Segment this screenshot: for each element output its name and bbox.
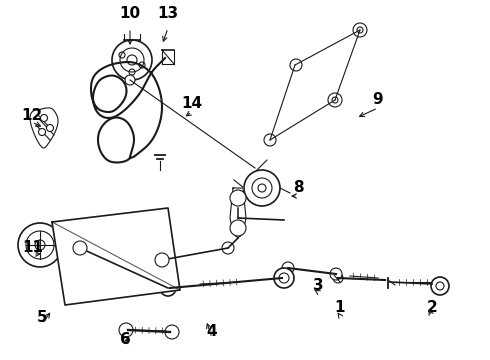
Circle shape [431, 277, 449, 295]
Circle shape [264, 134, 276, 146]
Circle shape [353, 23, 367, 37]
Text: 13: 13 [157, 6, 178, 22]
Circle shape [222, 242, 234, 254]
Circle shape [160, 280, 176, 296]
Text: 1: 1 [335, 301, 345, 315]
Circle shape [230, 190, 246, 206]
Text: 3: 3 [313, 278, 323, 292]
Circle shape [119, 323, 133, 337]
Polygon shape [230, 188, 246, 238]
Circle shape [47, 125, 53, 131]
Circle shape [73, 241, 87, 255]
Text: 7: 7 [233, 222, 244, 238]
Text: 14: 14 [181, 95, 202, 111]
Circle shape [282, 262, 294, 274]
Text: 9: 9 [373, 93, 383, 108]
Text: 6: 6 [120, 333, 130, 347]
Circle shape [274, 268, 294, 288]
Circle shape [41, 114, 48, 122]
Text: 8: 8 [293, 180, 303, 195]
Text: 11: 11 [23, 240, 44, 256]
Circle shape [155, 253, 169, 267]
Text: 5: 5 [37, 310, 48, 325]
Text: 10: 10 [120, 6, 141, 22]
Polygon shape [30, 108, 58, 148]
Text: 2: 2 [427, 301, 438, 315]
Circle shape [328, 93, 342, 107]
Circle shape [165, 325, 179, 339]
Circle shape [125, 75, 135, 85]
Circle shape [330, 268, 342, 280]
Text: 4: 4 [207, 324, 217, 339]
Circle shape [39, 129, 46, 135]
Circle shape [18, 223, 62, 267]
Text: 12: 12 [22, 108, 43, 122]
Circle shape [244, 170, 280, 206]
Circle shape [112, 40, 152, 80]
Circle shape [333, 273, 343, 283]
Circle shape [290, 59, 302, 71]
Polygon shape [52, 208, 180, 305]
Circle shape [230, 220, 246, 236]
